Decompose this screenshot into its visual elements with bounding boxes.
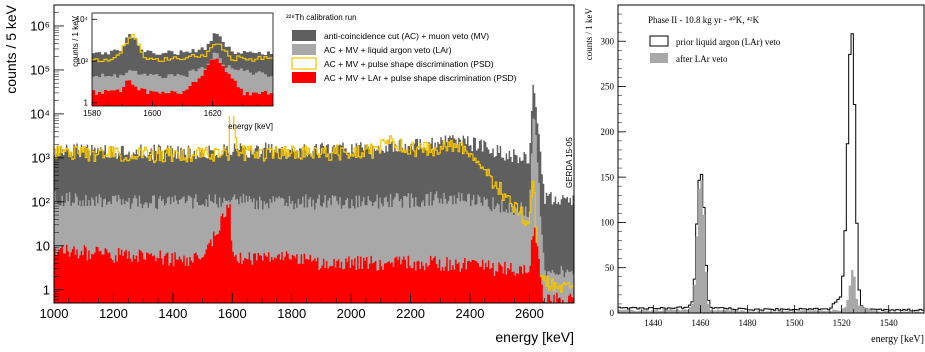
legend-label-prior-lar: prior liquid argon (LAr) veto [676,37,781,47]
x-tick-label: 1400 [158,306,187,321]
y-tick-label: 10² [76,57,88,66]
y-tick-label: 1 [84,99,89,108]
left-stamp: GERDA 15-05 [565,137,574,188]
y-tick-label: 10⁴ [76,15,89,24]
inset-x-axis-label: energy [keV] [228,122,273,131]
x-tick-label: 1800 [277,306,306,321]
y-tick-label: 250 [601,82,615,92]
y-tick-label: 10² [31,194,50,209]
right-y-axis-label: counts / 1 keV [584,8,594,61]
inset-series-group [92,33,273,106]
legend-swatch-after-lar [650,53,668,63]
i-plot-area [92,33,273,106]
legend-swatch-prior-lar [649,35,669,47]
series-ac-mv-pulse-shape-discrimination-psd [54,96,574,293]
legend-label-psd: AC + MV + pulse shape discrimination (PS… [324,59,494,69]
x-tick-label: 2400 [456,306,485,321]
left-plot-frame [53,4,575,304]
y-tick-label: 0 [610,308,615,318]
inset-y-axis-label: counts / 1 keV [71,15,80,66]
left-x-axis-label: energy [keV] [495,329,574,345]
x-tick-label: 2600 [515,306,544,321]
legend-label-lar: AC + MV + liquid argon veto (LAr) [324,45,452,55]
x-tick-label: 1500 [786,318,805,328]
x-tick-label: 1620 [204,109,222,118]
left-x-ticks: 1000 1200 1400 1600 1800 2000 2200 2400 2600 [40,293,575,321]
x-tick-label: 1520 [833,318,852,328]
left-chart-title: ²²⁸Th calibration run [286,13,357,22]
series-ac-mv-psd [92,34,273,63]
legend-label-lar-psd: AC + MV + LAr + pulse shape discriminati… [324,73,517,83]
left-chart: 1000 1200 1400 1600 1800 2000 2200 2400 2600 110… [3,4,575,345]
y-tick-label: 10³ [31,150,50,165]
x-tick-label: 1540 [880,318,899,328]
y-tick-label: 200 [601,127,615,137]
legend-label-ac-mv: anti-coincidence cut (AC) + muon veto (M… [324,31,489,41]
y-tick-label: 50 [605,263,615,273]
y-tick-label: 10⁶ [30,19,50,34]
x-tick-label: 2000 [337,306,366,321]
legend-swatch-psd [291,57,317,70]
left-legend: ²²⁸Th calibration run anti-coincidence c… [286,13,517,83]
legend-swatch-ac-mv [292,30,316,41]
y-tick-label: 1 [43,282,50,297]
right-legend: Phase II - 10.8 kg yr - ⁴⁰K, ⁴²K prior l… [648,15,781,64]
x-tick-label: 1440 [644,318,663,328]
y-tick-label: 300 [601,36,615,46]
l-plot-area [54,84,574,303]
left-y-axis-label: counts / 5 keV [3,4,19,93]
right-chart-title: Phase II - 10.8 kg yr - ⁴⁰K, ⁴²K [648,15,760,25]
legend-swatch-lar [292,44,316,55]
y-tick-label: 10 [36,238,50,253]
left-y-ticks: 1 10 10² 10³ 10⁴ 10⁵ 10⁶ [30,4,64,304]
x-tick-label: 1480 [738,318,757,328]
inset-x-ticks: 1580 1600 1620 [83,101,274,118]
right-chart: 1440 1460 1480 1500 1520 1540 0 50 100 150 200 250… [584,4,925,345]
y-tick-label: 10⁴ [30,106,50,121]
x-tick-label: 1580 [83,109,101,118]
legend-swatch-lar-psd [292,72,316,83]
left-series-group [54,84,574,303]
y-tick-label: 10⁵ [30,62,50,77]
series-ac-mv-lar-psd [92,58,273,106]
inset-y-ticks: 1 10² 10⁴ [76,15,97,108]
y-tick-label: 150 [601,172,615,182]
x-tick-label: 1200 [99,306,128,321]
series-ac-mv-lar-pulse-shape-discrimination-psd [54,203,574,303]
x-tick-label: 1460 [691,318,710,328]
right-y-ticks: 0 50 100 150 200 250 300 [601,4,626,318]
x-tick-label: 1600 [218,306,247,321]
right-x-ticks: 1440 1460 1480 1500 1520 1540 [617,305,925,328]
legend-label-after-lar: after LAr veto [676,54,728,64]
right-x-axis-label: energy [keV] [871,334,924,345]
x-tick-label: 2200 [396,306,425,321]
inset-chart: 1580 1600 1620 1 10² 10⁴ energy [keV] counts… [67,8,275,131]
x-tick-label: 1000 [40,306,69,321]
y-tick-label: 100 [601,218,615,228]
x-tick-label: 1600 [143,109,161,118]
